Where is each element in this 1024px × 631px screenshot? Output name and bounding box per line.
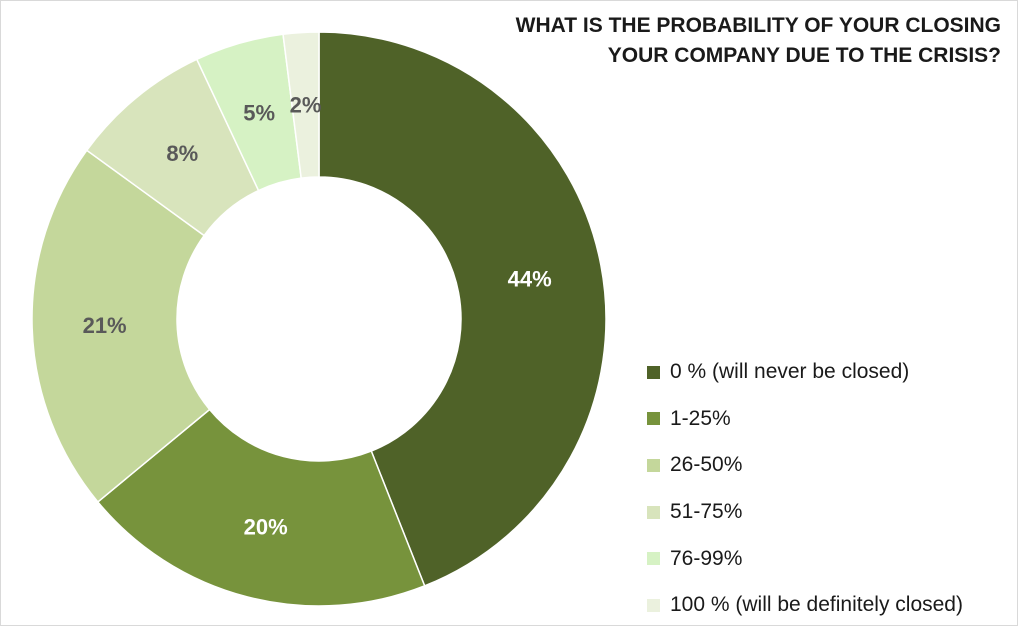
legend-label: 1-25% [670,406,731,430]
legend-swatch [647,598,660,612]
legend-swatch [647,505,660,519]
legend-label: 0 % (will never be closed) [670,360,910,384]
legend-label: 26-50% [670,453,743,477]
legend-item: 0 % (will never be closed) [647,349,963,396]
chart-title: WHAT IS THE PROBABILITY OF YOUR CLOSING … [441,11,1001,71]
legend-swatch [647,552,660,566]
slice-data-label: 8% [166,141,198,166]
slice-data-label: 21% [83,313,127,338]
legend-label: 51-75% [670,500,743,524]
slice-data-label: 20% [244,514,288,539]
legend-item: 100 % (will be definitely closed) [647,582,963,629]
legend-item: 51-75% [647,489,963,536]
legend-label: 76-99% [670,546,743,570]
chart-legend: 0 % (will never be closed) 1-25% 26-50% 51-… [647,349,963,629]
donut-chart: 44% 20% 21% 8% 5% 2% [31,31,607,607]
donut-slice [318,31,607,587]
legend-label: 100 % (will be definitely closed) [670,593,963,617]
slice-data-label: 5% [243,101,275,126]
donut-slice [96,408,426,607]
slice-data-label: 2% [290,92,322,117]
legend-item: 26-50% [647,442,963,489]
chart-title-line-1: WHAT IS THE PROBABILITY OF YOUR CLOSING [515,14,1001,37]
legend-swatch [647,458,660,472]
legend-item: 76-99% [647,535,963,582]
donut-slice [282,31,320,179]
legend-swatch [647,412,660,426]
donut-slice [31,149,211,503]
legend-swatch [647,365,660,379]
slice-data-label: 44% [508,266,552,291]
legend-item: 1-25% [647,396,963,443]
chart-title-line-2: YOUR COMPANY DUE TO THE CRISIS? [607,44,1001,67]
